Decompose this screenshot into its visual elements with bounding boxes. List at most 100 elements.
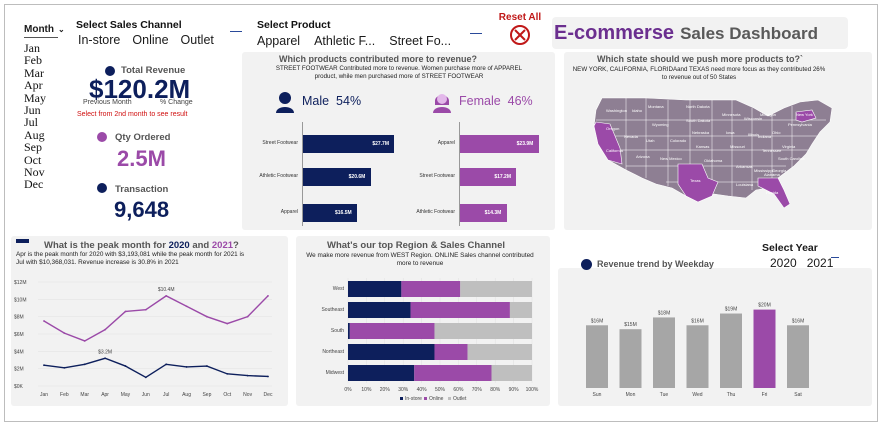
weekday-bar-label-1: $15M [624, 322, 637, 328]
region-bar-4-in-store[interactable] [348, 365, 415, 381]
female-icon [433, 94, 451, 113]
year-item-1[interactable]: 2021 [806, 256, 834, 270]
month-item-sep[interactable]: Sep [24, 140, 42, 155]
month-item-aug[interactable]: Aug [24, 127, 45, 142]
us-state-map[interactable]: Washington Oregon Idaho Montana North Dakot… [586, 86, 842, 214]
line-point-2020-10 [246, 374, 249, 377]
month-item-apr[interactable]: Apr [24, 78, 43, 93]
month-item-jul[interactable]: Jul [24, 115, 39, 130]
weekday-bar-mon[interactable] [619, 329, 642, 388]
peak-subtitle-line1: Apr is the peak month for 2020 with $3,1… [16, 251, 245, 258]
line-y-tick-4: $8M [14, 315, 24, 321]
month-item-dec[interactable]: Dec [24, 177, 44, 192]
region-x-tick-7: 70% [472, 387, 483, 393]
region-bar-3-online[interactable] [434, 344, 468, 360]
product-item-2[interactable]: Street Fo... [389, 34, 452, 48]
line-x-tick-8: Sep [202, 392, 211, 398]
svg-text:Montana: Montana [648, 104, 664, 109]
weekday-bar-label-5: $20M [758, 303, 771, 309]
qty-label: Qty Ordered [115, 132, 171, 143]
region-bar-4-online[interactable] [414, 365, 492, 381]
weekday-bar-thu[interactable] [720, 313, 742, 388]
month-item-nov[interactable]: Nov [24, 165, 45, 180]
region-bar-0-in-store[interactable] [348, 281, 402, 297]
month-item-feb[interactable]: Feb [24, 53, 42, 68]
year-slicer-scroll[interactable] [831, 257, 839, 258]
region-subtitle-line2: more to revenue [396, 260, 444, 267]
female-bar-1[interactable] [459, 168, 517, 186]
male-bar-2[interactable] [302, 204, 357, 222]
product-item-0[interactable]: Apparel [257, 34, 301, 48]
weekday-bar-sat[interactable] [787, 325, 809, 388]
weekday-bar-wed[interactable] [686, 325, 709, 388]
region-bar-1-online[interactable] [410, 302, 510, 318]
year-item-0[interactable]: 2020 [770, 256, 797, 270]
female-pct: 46% [507, 94, 533, 108]
reset-all-button[interactable]: Reset All [494, 12, 546, 51]
region-bar-2-online[interactable] [349, 323, 435, 339]
dashboard-title: E-commerse Sales Dashboard [552, 17, 848, 49]
product-slicer-scroll[interactable] [470, 33, 482, 34]
male-bar-1[interactable] [302, 168, 371, 186]
male-label: Male [302, 94, 330, 108]
weekday-bar-tue[interactable] [653, 317, 675, 388]
month-item-may[interactable]: May [24, 90, 46, 105]
line-x-tick-7: Aug [182, 392, 191, 398]
male-bar-value-0: $27.7M [372, 141, 390, 147]
region-x-tick-2: 20% [380, 387, 391, 393]
female-bar-0[interactable] [459, 135, 539, 153]
region-bar-0-online[interactable] [401, 281, 461, 297]
channel-item-0[interactable]: In-store [78, 33, 121, 47]
region-bar-2-in-store[interactable] [348, 323, 350, 339]
line-point-2020-11 [267, 375, 269, 378]
svg-text:Florida: Florida [766, 190, 779, 195]
region-bar-1-in-store[interactable] [348, 302, 411, 318]
region-x-tick-6: 60% [453, 387, 464, 393]
weekday-bar-sun[interactable] [586, 325, 608, 388]
channel-item-1[interactable]: Online [132, 33, 169, 47]
peak-title-2020: 2020 [168, 240, 190, 251]
channel-slicer-scroll[interactable] [230, 31, 242, 32]
female-bar-label-2: Athletic Footwear [416, 209, 455, 215]
svg-text:Arkansas: Arkansas [736, 164, 753, 169]
month-item-jan[interactable]: Jan [24, 41, 40, 55]
region-bar-3-in-store[interactable] [348, 344, 435, 360]
region-legend-swatch-2 [448, 397, 451, 400]
weekday-bar-fri[interactable] [753, 309, 776, 388]
revenue-dot-icon [105, 66, 115, 76]
region-bar-3-outlet[interactable] [467, 344, 532, 360]
line-x-tick-2: Mar [80, 392, 89, 398]
svg-text:Illinois: Illinois [748, 132, 759, 137]
female-bar-2[interactable] [459, 204, 507, 222]
channel-item-2[interactable]: Outlet [180, 33, 214, 47]
region-x-tick-1: 10% [361, 387, 372, 393]
line-series-2020[interactable] [43, 357, 269, 379]
region-channel-stacked-bar-chart: 0% 10% 20% 30% 40% 50% 60% 70% 80% 90% 100% West Sou… [321, 278, 539, 402]
products-subtitle-line1: STREET FOOTWEAR Contributed more to reve… [275, 65, 523, 72]
transaction-label: Transaction [115, 184, 169, 195]
line-series-2021[interactable] [43, 295, 269, 342]
line-point-2020-1 [63, 366, 66, 369]
line-x-tick-6: Jul [163, 392, 169, 398]
line-x-tick-10: Nov [243, 392, 252, 398]
region-bar-0-outlet[interactable] [460, 281, 532, 297]
month-slicer-header[interactable]: Month ⌄ [24, 24, 65, 38]
line-point-2021-5 [144, 308, 147, 311]
region-bar-2-outlet[interactable] [434, 323, 532, 339]
title-main: E-commerse [554, 22, 675, 44]
line-y-tick-3: $6M [14, 332, 24, 338]
month-item-jun[interactable]: Jun [24, 103, 41, 118]
product-item-1[interactable]: Athletic F... [314, 34, 376, 48]
male-bar-0[interactable] [302, 135, 395, 153]
svg-text:Iowa: Iowa [726, 130, 735, 135]
line-point-2021-8 [206, 315, 208, 318]
region-bar-1-outlet[interactable] [509, 302, 532, 318]
product-slicer-title: Select Product [257, 19, 331, 31]
female-bar-label-1: Street Footwear [419, 173, 455, 179]
line-point-2020-5 [144, 376, 147, 379]
month-item-oct[interactable]: Oct [24, 152, 42, 167]
peak-title-2021: 2021 [211, 240, 234, 251]
region-bar-4-outlet[interactable] [491, 365, 532, 381]
line-point-2021-9 [226, 322, 229, 325]
month-item-mar[interactable]: Mar [24, 65, 44, 80]
